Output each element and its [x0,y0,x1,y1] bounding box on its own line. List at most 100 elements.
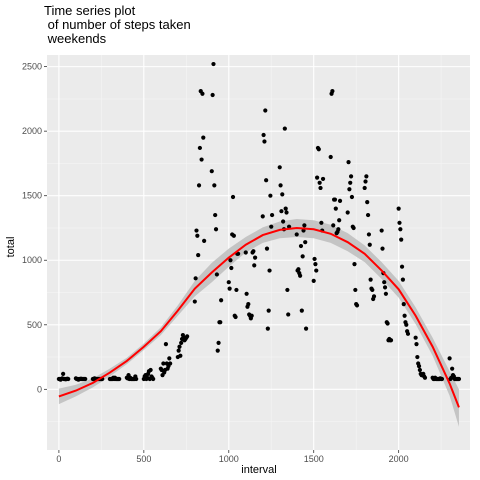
plot-panel [47,55,470,450]
data-point [320,176,326,182]
y-axis-title: total [5,237,17,258]
data-point [337,218,342,223]
data-point [210,92,215,98]
data-point [277,165,282,170]
data-point [197,145,202,151]
data-point [368,277,373,282]
data-point [362,185,367,191]
data-point [262,139,267,144]
data-point [303,240,308,245]
data-point [396,206,401,211]
data-point [456,376,462,382]
data-point [447,356,452,361]
data-point [117,376,122,382]
data-point [151,376,156,382]
data-point [281,219,286,224]
chart-title-line-1: Time series plot [44,3,136,18]
x-tick-label: 2000 [389,454,409,464]
data-point [311,278,316,283]
data-point [234,287,239,293]
data-point [370,287,375,293]
data-point [261,132,266,138]
data-point [179,340,184,345]
data-point [397,220,402,225]
data-point [230,194,236,200]
y-tick-label: 2000 [22,126,42,136]
data-point [211,61,216,67]
data-point [296,267,301,272]
data-point [178,353,183,358]
data-point [367,242,372,247]
data-point [214,272,219,277]
data-point [312,256,317,262]
data-point [313,262,318,267]
data-point [268,193,273,198]
data-point [148,367,153,373]
data-point [285,287,290,293]
smooth-line [58,226,460,408]
data-point [317,180,322,185]
y-axis: 0 500 1000 1500 2000 2500 [22,62,47,394]
data-point [319,220,324,225]
chart-title-line-2: of number of steps taken [44,17,191,32]
data-point [199,157,204,162]
data-point [336,227,341,232]
data-point [195,233,200,238]
data-point [330,89,335,94]
data-point [161,361,166,366]
x-axis: 0 500 1000 1500 2000 [56,450,409,464]
data-point [401,302,406,307]
data-point [415,354,420,360]
data-point [388,338,394,343]
data-point [348,180,353,185]
data-point [226,280,231,285]
data-point [364,174,369,179]
data-point [194,228,199,233]
data-point [263,108,268,113]
data-point [286,312,291,317]
x-axis-title: interval [241,464,276,476]
data-point [213,212,218,218]
data-point [66,376,71,382]
data-point [176,348,181,353]
data-point [316,147,321,152]
data-point [450,366,455,371]
data-point [196,183,202,188]
data-point [134,376,139,382]
x-tick-label: 1500 [304,454,324,464]
data-point [314,268,319,273]
data-point [228,258,233,263]
data-point [244,291,249,296]
data-point [299,308,304,313]
data-point [398,227,403,232]
data-point [267,268,272,273]
data-point [253,255,258,260]
data-point [328,154,333,160]
data-point [216,340,221,345]
data-point [302,223,307,228]
data-point [185,334,190,339]
data-point [365,200,370,205]
data-point [365,212,371,218]
data-point [265,326,270,331]
data-point [218,320,223,325]
data-point [405,331,411,336]
data-point [380,246,385,251]
y-tick-label: 500 [27,320,42,330]
data-point [379,228,384,233]
data-point [251,249,256,254]
data-point [385,321,390,326]
data-point [337,198,343,203]
data-point [215,348,220,353]
y-tick-label: 1500 [22,191,42,201]
x-tick-label: 1000 [219,454,239,464]
data-point [284,210,289,215]
data-point [264,246,270,251]
data-point [352,262,357,267]
data-point [282,126,287,131]
data-point [346,160,351,165]
data-point [233,314,238,320]
chart-title: Time series plot of number of steps take… [44,3,191,46]
data-point [371,294,377,299]
